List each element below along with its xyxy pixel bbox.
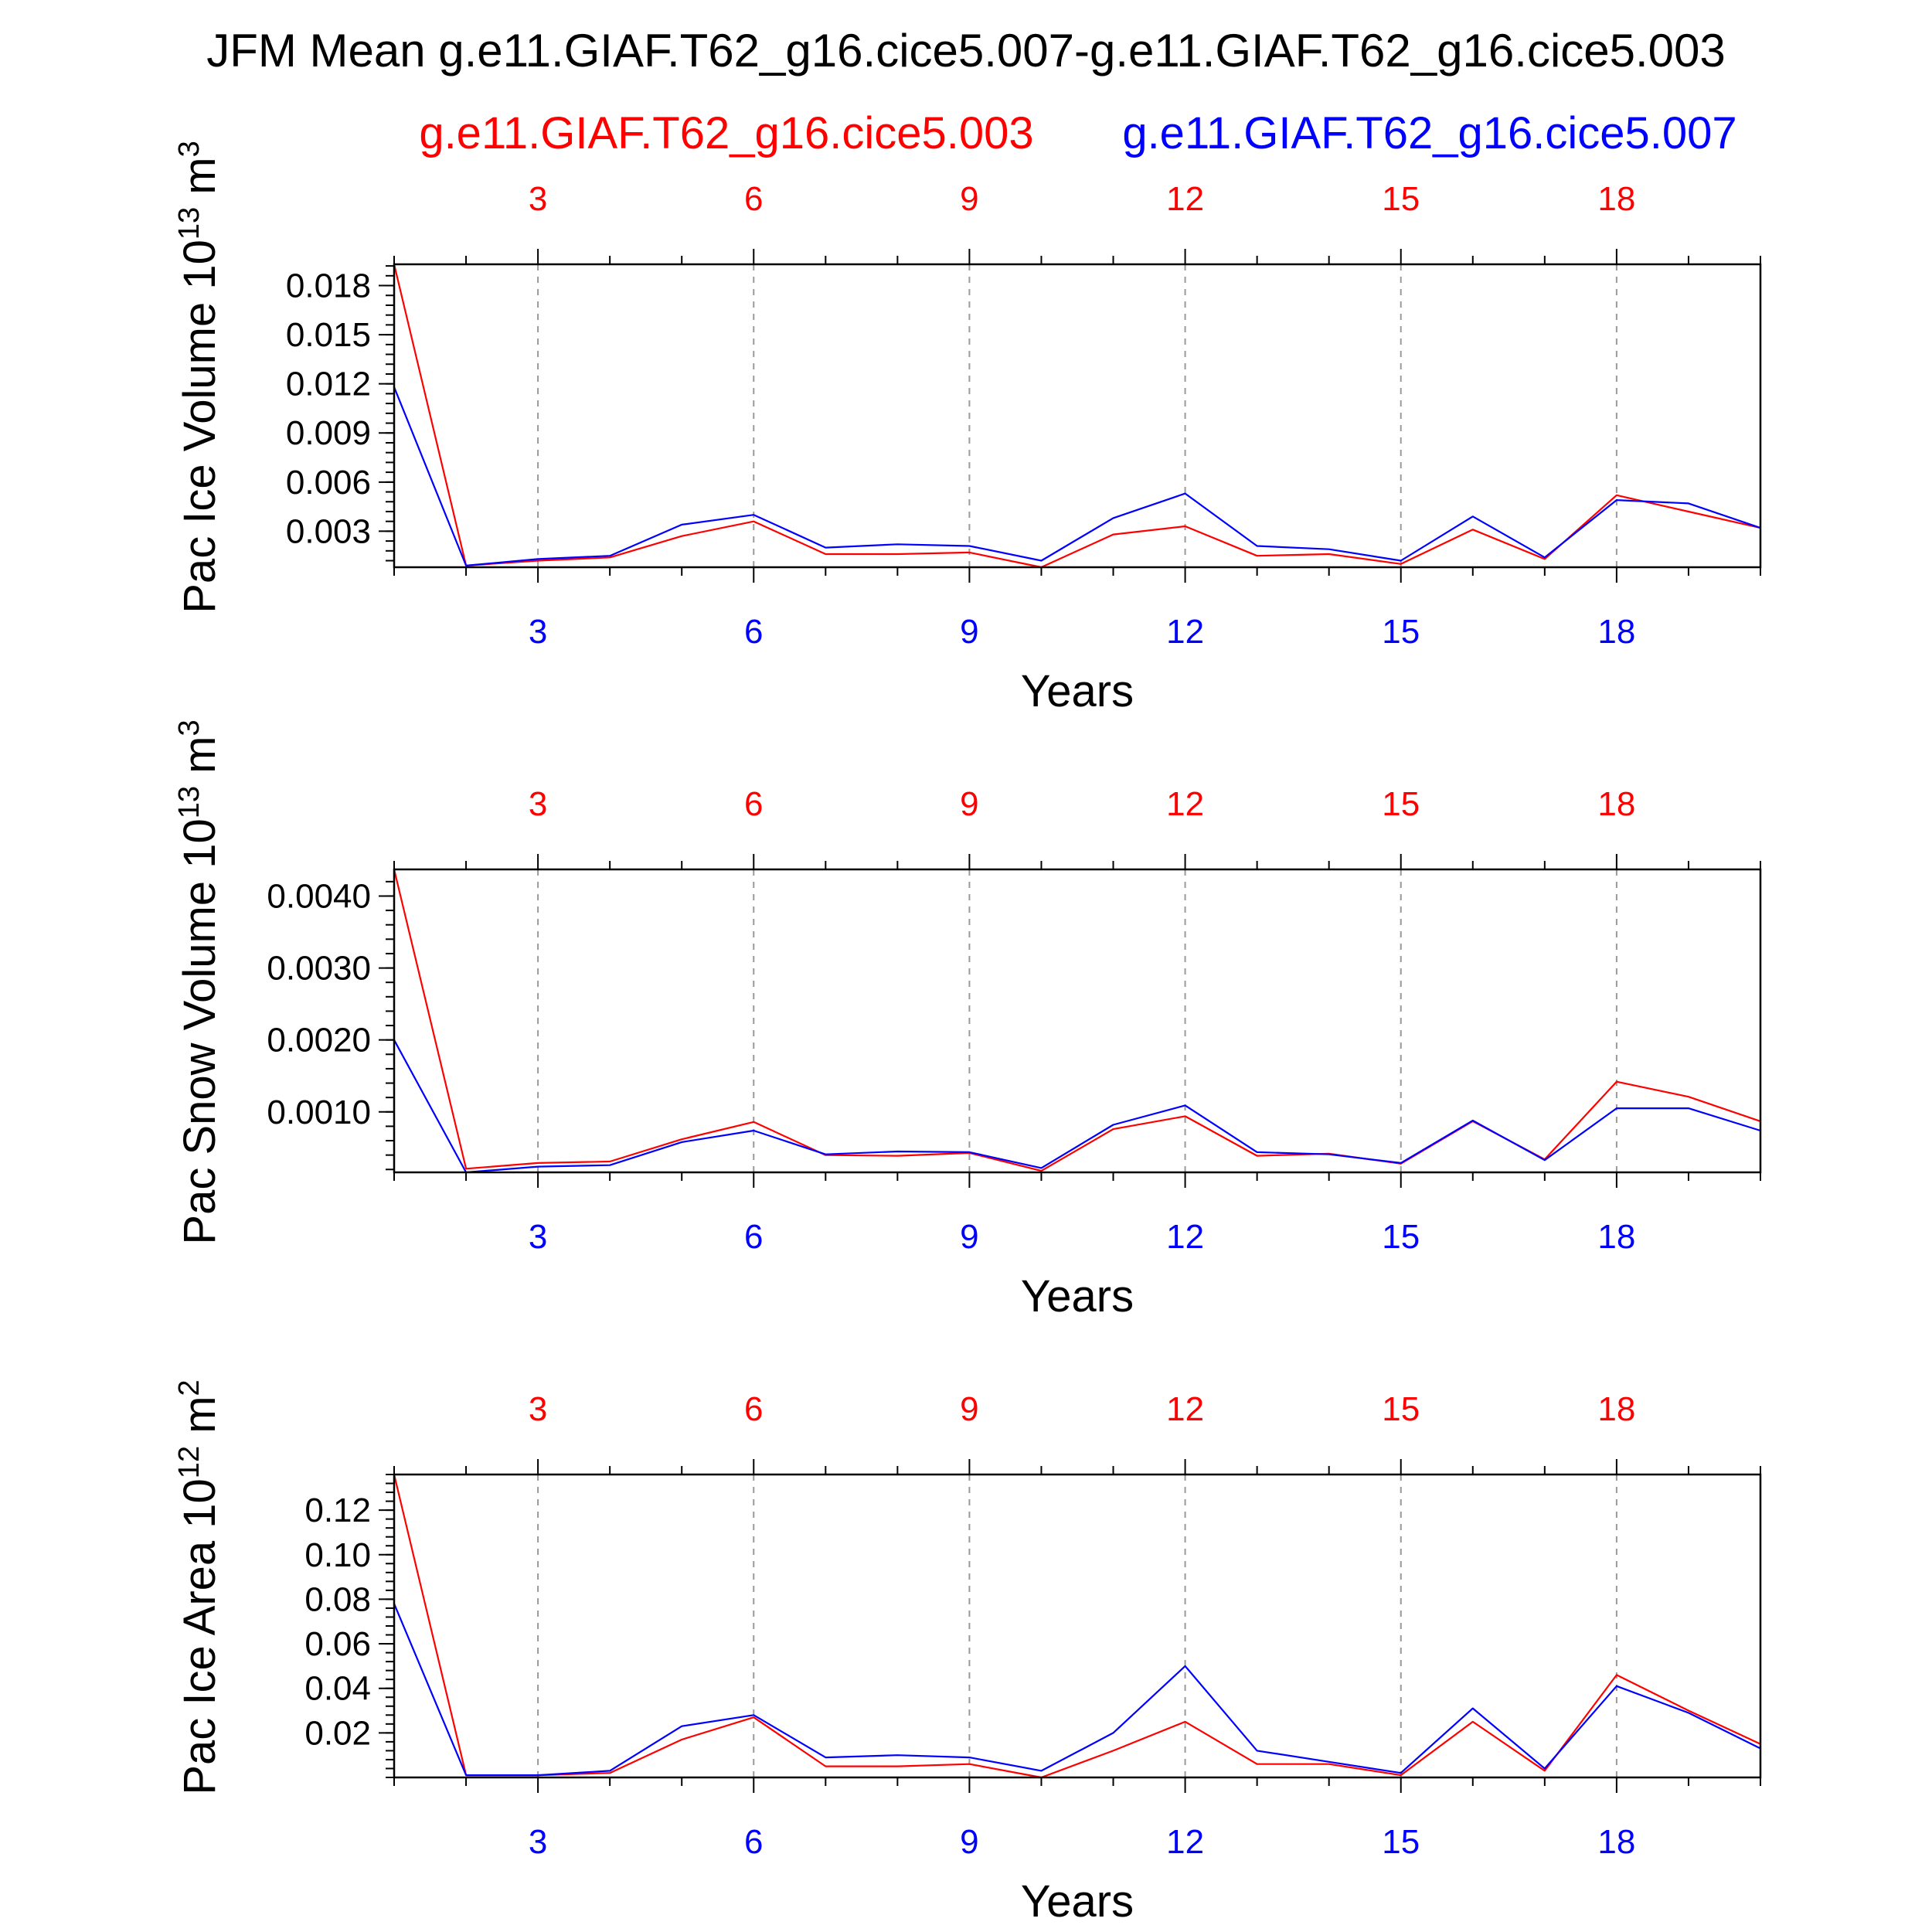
- chart3-ytick-label: 0.08: [304, 1580, 371, 1618]
- chart3-xtick-label-top: 3: [529, 1390, 547, 1428]
- chart3-xtick-label-top: 15: [1382, 1390, 1420, 1428]
- chart3-xtick-label-top: 12: [1166, 1390, 1204, 1428]
- chart3-xtick-label-top: 6: [744, 1390, 763, 1428]
- chart3-xtick-label-bottom: 3: [529, 1823, 547, 1861]
- chart1-y-label-unit: m: [175, 157, 225, 206]
- chart2-xtick-label-bottom: 9: [960, 1218, 978, 1256]
- chart2-xtick-label-top: 15: [1382, 785, 1420, 823]
- chart1-xtick-label-top: 6: [744, 180, 763, 218]
- chart1-y-label-unit-exponent: 3: [173, 141, 206, 157]
- chart1-ytick-label: 0.009: [286, 414, 371, 452]
- chart3-ytick-label: 0.10: [304, 1536, 371, 1574]
- chart1-panel: 0.003 0.006 0.009 0.012 0.015 0.018 3 3 6 6 9 9 12 12…: [173, 141, 1762, 716]
- chart2-panel: 0.0010 0.0020 0.0030 0.0040 3 3 6 6 9 9 12 12 15 15 18…: [173, 719, 1762, 1321]
- chart2-y-axis-label: Pac Snow Volume 1013 m3: [173, 719, 225, 1244]
- chart2-ytick-label: 0.0040: [267, 877, 371, 915]
- chart1-xtick-label-top: 15: [1382, 180, 1420, 218]
- chart2-x-axis-label: Years: [1021, 1271, 1134, 1321]
- chart2-series-red-line: [393, 869, 1761, 1172]
- chart3-y-label-text: Pac Ice Area 10: [175, 1478, 225, 1794]
- chart1-xtick-label-top: 12: [1166, 180, 1204, 218]
- chart2-xtick-label-bottom: 6: [744, 1218, 763, 1256]
- chart2-y-label-text: Pac Snow Volume 10: [175, 818, 225, 1244]
- chart3-xtick-label-bottom: 12: [1166, 1823, 1204, 1861]
- legend-red-label: g.e11.GIAF.T62_g16.cice5.003: [419, 108, 1033, 158]
- chart1-y-label-text: Pac Ice Volume 10: [175, 240, 225, 614]
- chart3-ytick-label: 0.02: [304, 1714, 371, 1752]
- chart3-series-blue-line: [393, 1603, 1761, 1777]
- chart3-xtick-label-top: 18: [1597, 1390, 1635, 1428]
- chart1-xtick-label-bottom: 18: [1597, 613, 1635, 651]
- chart1-xtick-label-top: 18: [1597, 180, 1635, 218]
- figure-title: JFM Mean g.e11.GIAF.T62_g16.cice5.007-g.…: [206, 25, 1726, 77]
- chart2-xtick-label-bottom: 3: [529, 1218, 547, 1256]
- panels: 0.003 0.006 0.009 0.012 0.015 0.018 3 3 6 6 9 9 12 12…: [173, 141, 1762, 1927]
- chart3-xtick-label-bottom: 15: [1382, 1823, 1420, 1861]
- chart3-series-red-line: [393, 1474, 1761, 1779]
- chart1-ytick-label: 0.015: [286, 316, 371, 354]
- chart3-xtick-label-bottom: 18: [1597, 1823, 1635, 1861]
- chart1-xtick-label-bottom: 3: [529, 613, 547, 651]
- chart2-y-label-unit: m: [175, 736, 225, 786]
- chart2-ytick-label: 0.0010: [267, 1094, 371, 1131]
- chart3-panel: 0.02 0.04 0.06 0.08 0.10 0.12 3 3 6 6 9 9 12 12 15 15 18…: [173, 1379, 1762, 1927]
- chart1-plot-frame: [393, 263, 1762, 569]
- chart2-ytick-label: 0.0030: [267, 950, 371, 988]
- chart3-x-axis-label: Years: [1021, 1876, 1134, 1927]
- chart3-plot-frame: [393, 1473, 1762, 1779]
- chart2-ytick-label: 0.0020: [267, 1022, 371, 1060]
- chart2-xtick-label-top: 3: [529, 785, 547, 823]
- chart3-y-axis-label: Pac Ice Area 1012 m2: [173, 1379, 225, 1794]
- chart2-xtick-label-bottom: 15: [1382, 1218, 1420, 1256]
- chart3-y-label-exponent: 12: [173, 1446, 206, 1478]
- chart1-ytick-label: 0.018: [286, 267, 371, 305]
- chart1-ytick-label: 0.012: [286, 366, 371, 403]
- chart1-xtick-label-bottom: 12: [1166, 613, 1204, 651]
- chart3-ytick-label: 0.12: [304, 1492, 371, 1529]
- chart2-xtick-label-top: 9: [960, 785, 978, 823]
- legend-blue-label: g.e11.GIAF.T62_g16.cice5.007: [1122, 108, 1736, 158]
- chart1-y-label-exponent: 13: [173, 207, 206, 240]
- chart2-y-label-unit-exponent: 3: [173, 719, 206, 736]
- chart2-xtick-label-bottom: 12: [1166, 1218, 1204, 1256]
- chart3-ytick-label: 0.04: [304, 1670, 371, 1708]
- chart2-xtick-label-top: 6: [744, 785, 763, 823]
- chart2-xtick-label-bottom: 18: [1597, 1218, 1635, 1256]
- chart1-y-axis-label: Pac Ice Volume 1013 m3: [173, 141, 225, 614]
- chart1-series-red-line: [393, 264, 1761, 569]
- chart3-xtick-label-top: 9: [960, 1390, 978, 1428]
- chart1-ytick-label: 0.006: [286, 464, 371, 502]
- chart3-y-label-unit: m: [175, 1396, 225, 1445]
- chart3-y-label-unit-exponent: 2: [173, 1379, 206, 1396]
- chart1-xtick-label-top: 3: [529, 180, 547, 218]
- chart3-xtick-label-bottom: 9: [960, 1823, 978, 1861]
- chart1-x-axis-label: Years: [1021, 666, 1134, 716]
- chart2-xtick-label-top: 12: [1166, 785, 1204, 823]
- chart3-xtick-label-bottom: 6: [744, 1823, 763, 1861]
- chart3-ytick-label: 0.06: [304, 1625, 371, 1663]
- chart1-xtick-label-bottom: 6: [744, 613, 763, 651]
- chart1-xtick-label-top: 9: [960, 180, 978, 218]
- chart1-xtick-label-bottom: 15: [1382, 613, 1420, 651]
- chart2-series-blue-line: [393, 1039, 1761, 1174]
- chart2-y-label-exponent: 13: [173, 786, 206, 818]
- chart2-plot-frame: [393, 868, 1762, 1174]
- chart1-xtick-label-bottom: 9: [960, 613, 978, 651]
- chart1-series-blue-line: [393, 386, 1761, 567]
- chart1-ytick-label: 0.003: [286, 512, 371, 550]
- chart2-xtick-label-top: 18: [1597, 785, 1635, 823]
